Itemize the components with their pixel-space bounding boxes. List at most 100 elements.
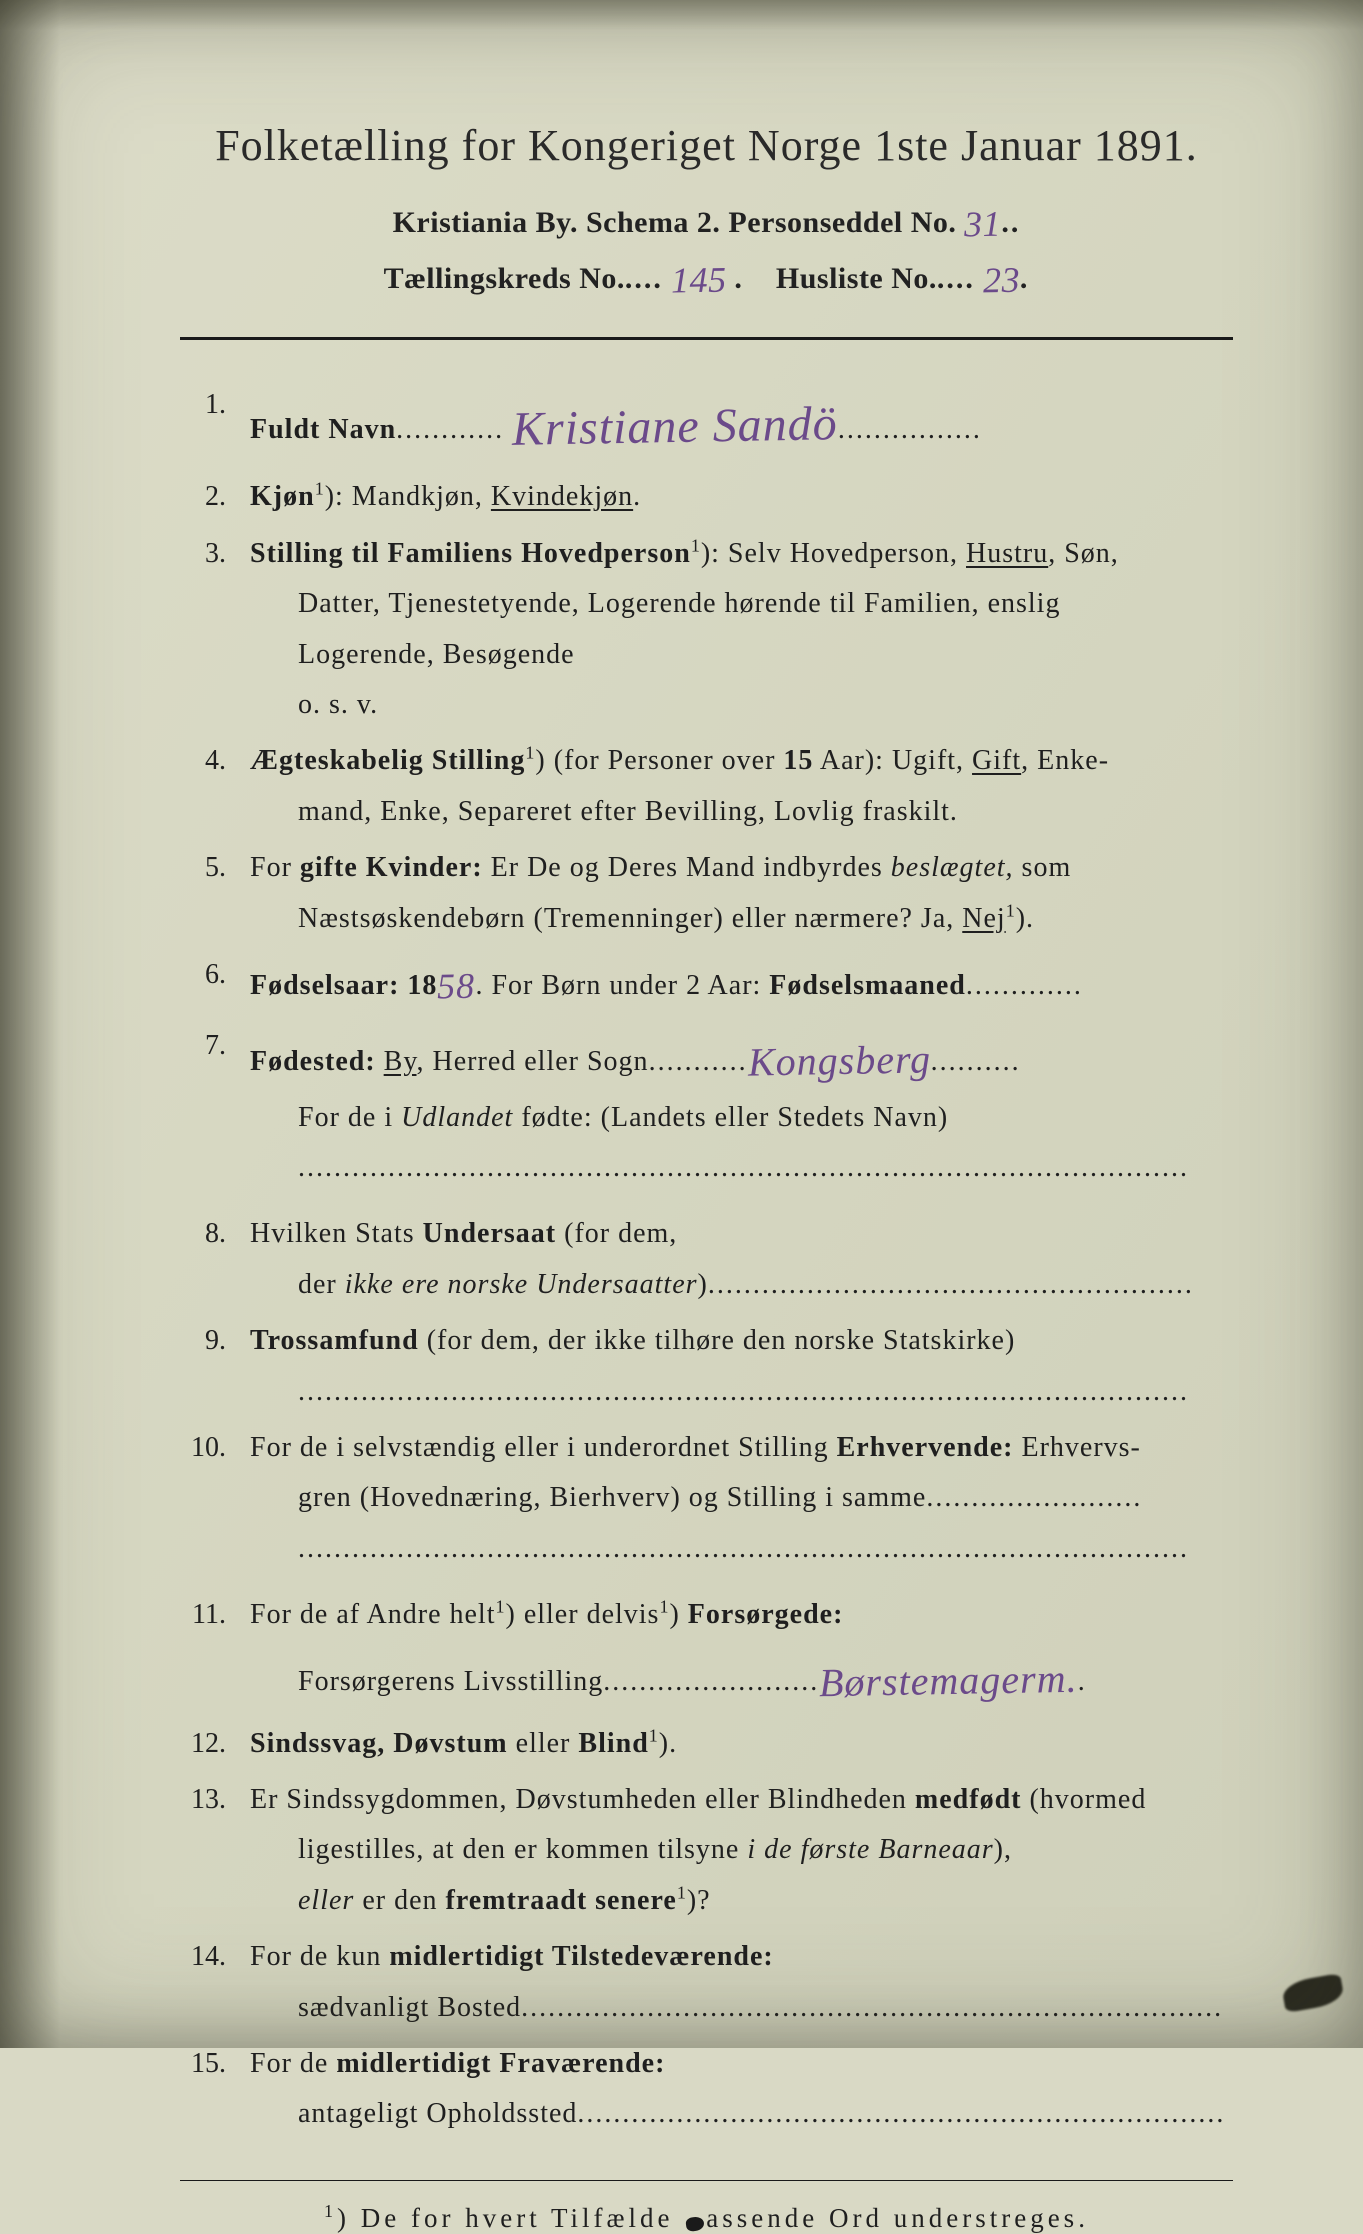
footnote-ref: 1 xyxy=(525,743,535,763)
ink-blot-icon xyxy=(685,2216,705,2232)
footnote-ref: 1 xyxy=(1006,900,1016,920)
text: For de i selvstændig eller i underordnet… xyxy=(250,1432,837,1463)
text: . xyxy=(633,481,641,512)
text: ) eller delvis xyxy=(506,1599,660,1630)
field-row: 13. Er Sindssygdommen, Døvstumheden elle… xyxy=(180,1775,1233,1926)
subtitle-prefix: Kristiania By. Schema 2. Personseddel No… xyxy=(393,206,957,239)
dots: ........................................… xyxy=(577,2098,1225,2129)
selected-by: By xyxy=(384,1046,417,1077)
field-row: 2. Kjøn1): Mandkjøn, Kvindekjøn. xyxy=(180,472,1233,522)
field-number: 4. xyxy=(180,736,250,837)
birthplace-value: Kongsberg xyxy=(747,1023,931,1098)
text: For de kun xyxy=(250,1941,389,1972)
text-ital: i de første Barneaar xyxy=(747,1834,993,1865)
field-row: 6. Fødselsaar: 1858. For Børn under 2 Aa… xyxy=(180,950,1233,1015)
text: ): Selv Hovedperson, xyxy=(701,538,966,569)
dots: .......... xyxy=(931,1046,1021,1077)
field-row: 4. Ægteskabelig Stilling1) (for Personer… xyxy=(180,736,1233,837)
field-number: 14. xyxy=(180,1932,250,2033)
field-row: 14. For de kun midlertidigt Tilstedevære… xyxy=(180,1932,1233,2033)
page-edge-top xyxy=(0,0,1363,30)
paper-tear-icon xyxy=(1281,1973,1345,2013)
text: (for dem, xyxy=(556,1218,677,1249)
label-sindssvag: Sindssvag, Døvstum xyxy=(250,1728,508,1759)
census-form-page: Folketælling for Kongeriget Norge 1ste J… xyxy=(0,0,1363,2048)
field-row: 12. Sindssvag, Døvstum eller Blind1). xyxy=(180,1719,1233,1769)
footnote-ref: 1 xyxy=(496,1597,506,1617)
text: ) (for Personer over xyxy=(535,745,783,776)
field-number: 5. xyxy=(180,843,250,944)
kreds-label: Tællingskreds No. xyxy=(384,262,625,295)
label-blind: Blind xyxy=(578,1728,648,1759)
field-number: 15. xyxy=(180,2039,250,2140)
dots: ............ xyxy=(396,414,504,445)
birth-year: 58 xyxy=(437,954,476,1019)
field-body: Hvilken Stats Undersaat (for dem, der ik… xyxy=(250,1209,1233,1310)
field-row: 1. Fuldt Navn............ Kristiane Sand… xyxy=(180,380,1233,466)
text: )? xyxy=(687,1885,711,1916)
field-row: 9. Trossamfund (for dem, der ikke tilhør… xyxy=(180,1316,1233,1417)
text: ). xyxy=(659,1728,677,1759)
text: ), xyxy=(994,1834,1012,1865)
divider-thin xyxy=(180,2180,1233,2181)
field-row: 7. Fødested: By, Herred eller Sogn......… xyxy=(180,1021,1233,1194)
dots: ................ xyxy=(838,414,982,445)
field-body: Stilling til Familiens Hovedperson1): Se… xyxy=(250,529,1233,731)
field-row: 5. For gifte Kvinder: Er De og Deres Man… xyxy=(180,843,1233,944)
label-fodselsaar: Fødselsaar: 18 xyxy=(250,970,437,1001)
text: er den xyxy=(354,1885,445,1916)
field-row: 3. Stilling til Familiens Hovedperson1):… xyxy=(180,529,1233,731)
dots: ........................................… xyxy=(708,1269,1194,1300)
provider-occupation: Børstemagerm. xyxy=(819,1642,1079,1719)
dots: .. xyxy=(1001,206,1020,239)
text: (for dem, der ikke tilhøre den norske St… xyxy=(419,1325,1016,1356)
field-row: 8. Hvilken Stats Undersaat (for dem, der… xyxy=(180,1209,1233,1310)
text: . For Børn under 2 Aar: xyxy=(475,970,769,1001)
selected-hustru: Hustru xyxy=(966,538,1048,569)
field-row: 10. For de i selvstændig eller i underor… xyxy=(180,1423,1233,1574)
field-number: 13. xyxy=(180,1775,250,1926)
selected-gift: Gift xyxy=(972,745,1021,776)
text: , Søn, xyxy=(1048,538,1119,569)
field-row: 11. For de af Andre helt1) eller delvis1… xyxy=(180,1590,1233,1712)
text: ligestilles, at den er kommen tilsyne xyxy=(298,1834,747,1865)
text-ital: beslægtet, xyxy=(891,852,1014,883)
text: For de i xyxy=(298,1102,401,1133)
cont-line: Logerende, Besøgende xyxy=(250,630,1233,680)
field-number: 3. xyxy=(180,529,250,731)
label-fuldt-navn: Fuldt Navn xyxy=(250,414,396,445)
field-number: 6. xyxy=(180,950,250,1015)
label-forsorgede: Forsørgede: xyxy=(688,1599,844,1630)
full-name-value: Kristiane Sandö xyxy=(511,381,838,473)
text-ital: ikke ere norske Undersaatter xyxy=(345,1269,698,1300)
field-body: Fødselsaar: 1858. For Børn under 2 Aar: … xyxy=(250,950,1233,1015)
text: ): Mandkjøn, xyxy=(325,481,491,512)
field-body: Trossamfund (for dem, der ikke tilhøre d… xyxy=(250,1316,1233,1417)
field-number: 2. xyxy=(180,472,250,522)
cont-line: ligestilles, at den er kommen tilsyne i … xyxy=(250,1825,1233,1875)
label-trossamfund: Trossamfund xyxy=(250,1325,419,1356)
cont-line: mand, Enke, Separeret efter Bevilling, L… xyxy=(250,787,1233,837)
field-body: For gifte Kvinder: Er De og Deres Mand i… xyxy=(250,843,1233,944)
text: der xyxy=(298,1269,345,1300)
text: fødte: (Landets eller Stedets Navn) xyxy=(513,1102,948,1133)
cont-line: antageligt Opholdssted..................… xyxy=(250,2089,1233,2139)
dots: ........................................… xyxy=(521,1992,1223,2023)
field-body: Fuldt Navn............ Kristiane Sandö..… xyxy=(250,380,1233,466)
field-number: 12. xyxy=(180,1719,250,1769)
text: eller xyxy=(508,1728,579,1759)
cont-line: gren (Hovednæring, Bierhverv) og Stillin… xyxy=(250,1473,1233,1523)
text: sædvanligt Bosted xyxy=(298,1992,521,2023)
footnote-text-a: ) De for hvert Tilfælde xyxy=(337,2203,684,2233)
cont-line: Forsørgerens Livsstilling...............… xyxy=(250,1641,1233,1713)
text: Er Sindssygdommen, Døvstumheden eller Bl… xyxy=(250,1784,915,1815)
subtitle-line-1: Kristiania By. Schema 2. Personseddel No… xyxy=(180,199,1233,241)
subtitle-line-2: Tællingskreds No..... 145 . Husliste No.… xyxy=(180,255,1233,297)
field-number: 11. xyxy=(180,1590,250,1712)
dots: ............. xyxy=(966,970,1083,1001)
dots: .... xyxy=(937,262,975,295)
label-aegteskab: Ægteskabelig Stilling xyxy=(250,745,525,776)
text xyxy=(376,1046,384,1077)
text: antageligt Opholdssted xyxy=(298,2098,577,2129)
label-fodselsmaaned: Fødselsmaaned xyxy=(769,970,966,1001)
